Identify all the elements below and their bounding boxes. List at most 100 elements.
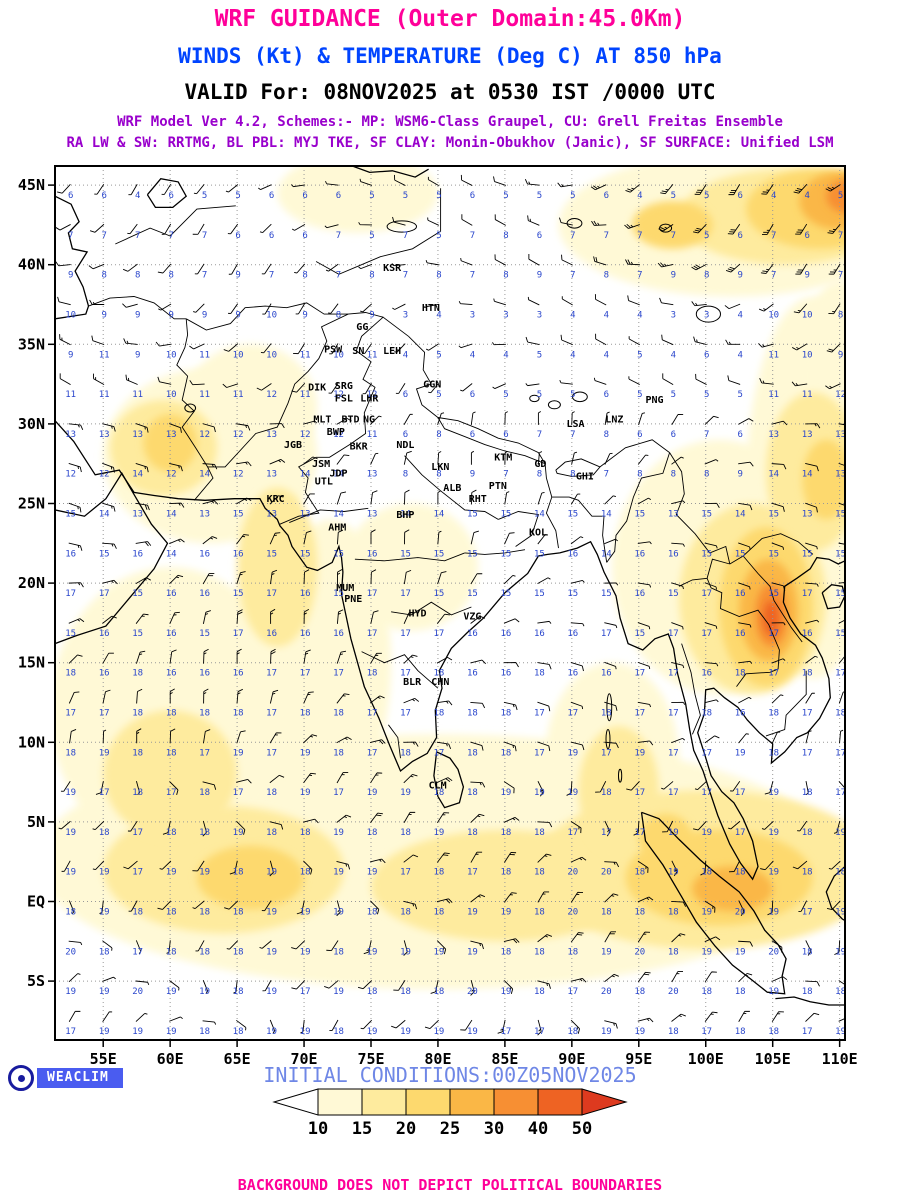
svg-text:18: 18 xyxy=(701,987,712,997)
colorbar: 10 15 20 25 30 40 50 xyxy=(272,1088,628,1137)
svg-text:17: 17 xyxy=(835,788,846,798)
map-frame xyxy=(54,165,846,1041)
svg-text:17: 17 xyxy=(367,589,378,599)
svg-text:17: 17 xyxy=(400,629,411,639)
svg-text:9: 9 xyxy=(470,470,475,480)
svg-text:17: 17 xyxy=(634,828,645,838)
svg-text:13: 13 xyxy=(132,430,143,440)
svg-text:9: 9 xyxy=(235,271,240,281)
svg-text:18: 18 xyxy=(433,868,444,878)
svg-text:19: 19 xyxy=(266,947,277,957)
model-schemes-line-2: RA LW & SW: RRTMG, BL PBL: MYJ TKE, SF C… xyxy=(66,135,834,151)
svg-text:16: 16 xyxy=(467,669,478,679)
svg-text:17: 17 xyxy=(701,629,712,639)
svg-text:17: 17 xyxy=(65,709,76,719)
svg-text:17: 17 xyxy=(233,788,244,798)
svg-text:18: 18 xyxy=(467,828,478,838)
svg-text:5: 5 xyxy=(671,390,676,400)
initial-conditions-text: INITIAL CONDITIONS:00Z05NOV2025 xyxy=(263,1063,637,1087)
svg-text:GD: GD xyxy=(534,459,546,470)
svg-text:JSM: JSM xyxy=(312,459,330,470)
svg-text:17: 17 xyxy=(668,669,679,679)
svg-text:17: 17 xyxy=(534,709,545,719)
svg-text:7: 7 xyxy=(838,231,843,241)
svg-text:GG: GG xyxy=(356,322,368,333)
svg-text:7: 7 xyxy=(135,231,140,241)
svg-text:10N: 10N xyxy=(18,733,45,751)
svg-text:16: 16 xyxy=(199,589,210,599)
svg-text:17: 17 xyxy=(802,908,813,918)
svg-text:11: 11 xyxy=(367,430,378,440)
svg-text:19: 19 xyxy=(835,908,846,918)
svg-text:18: 18 xyxy=(433,908,444,918)
svg-text:18: 18 xyxy=(735,987,746,997)
svg-text:8: 8 xyxy=(101,271,106,281)
svg-text:17: 17 xyxy=(835,748,846,758)
svg-text:18: 18 xyxy=(668,947,679,957)
svg-text:20: 20 xyxy=(65,947,76,957)
svg-text:15: 15 xyxy=(433,549,444,559)
svg-text:18: 18 xyxy=(65,908,76,918)
svg-text:14: 14 xyxy=(601,549,612,559)
svg-text:40: 40 xyxy=(528,1119,548,1137)
svg-text:17: 17 xyxy=(701,748,712,758)
svg-text:18: 18 xyxy=(400,908,411,918)
svg-text:4: 4 xyxy=(637,191,642,201)
svg-text:7: 7 xyxy=(838,271,843,281)
svg-text:17: 17 xyxy=(735,828,746,838)
model-schemes-line-1: WRF Model Ver 4.2, Schemes:- MP: WSM6-Cl… xyxy=(117,114,783,130)
lakes-islands xyxy=(184,218,722,783)
svg-text:17: 17 xyxy=(400,868,411,878)
svg-text:55E: 55E xyxy=(90,1050,117,1068)
svg-text:7: 7 xyxy=(202,271,207,281)
svg-text:HTN: HTN xyxy=(422,303,440,314)
svg-text:5: 5 xyxy=(838,191,843,201)
svg-text:9: 9 xyxy=(235,311,240,321)
svg-text:15: 15 xyxy=(735,549,746,559)
svg-text:18: 18 xyxy=(333,709,344,719)
svg-text:16: 16 xyxy=(233,549,244,559)
svg-text:4: 4 xyxy=(570,311,575,321)
svg-text:18: 18 xyxy=(233,908,244,918)
svg-text:8: 8 xyxy=(168,271,173,281)
svg-text:13: 13 xyxy=(300,510,311,520)
svg-text:12: 12 xyxy=(367,390,378,400)
svg-text:8: 8 xyxy=(135,271,140,281)
svg-text:18: 18 xyxy=(199,1027,210,1037)
svg-text:5: 5 xyxy=(671,191,676,201)
svg-text:19: 19 xyxy=(500,908,511,918)
svg-text:17: 17 xyxy=(567,987,578,997)
svg-text:5: 5 xyxy=(202,191,207,201)
svg-text:7: 7 xyxy=(403,271,408,281)
svg-text:14: 14 xyxy=(400,510,411,520)
svg-text:8: 8 xyxy=(436,271,441,281)
svg-text:18: 18 xyxy=(768,748,779,758)
svg-text:12: 12 xyxy=(99,470,110,480)
svg-text:20: 20 xyxy=(567,908,578,918)
svg-text:19: 19 xyxy=(199,987,210,997)
svg-text:9: 9 xyxy=(804,271,809,281)
svg-text:8: 8 xyxy=(671,470,676,480)
svg-text:EQ: EQ xyxy=(27,892,45,910)
svg-text:MUM: MUM xyxy=(336,583,354,594)
svg-text:7: 7 xyxy=(403,231,408,241)
svg-text:11: 11 xyxy=(199,350,210,360)
svg-text:10: 10 xyxy=(308,1119,328,1137)
svg-text:7: 7 xyxy=(704,430,709,440)
svg-text:19: 19 xyxy=(266,987,277,997)
svg-text:16: 16 xyxy=(99,629,110,639)
svg-text:18: 18 xyxy=(266,828,277,838)
svg-text:13: 13 xyxy=(132,510,143,520)
svg-text:11: 11 xyxy=(768,390,779,400)
svg-text:19: 19 xyxy=(400,788,411,798)
svg-text:17: 17 xyxy=(668,709,679,719)
svg-text:19: 19 xyxy=(467,908,478,918)
svg-text:VZG: VZG xyxy=(463,612,481,623)
svg-text:18: 18 xyxy=(199,908,210,918)
svg-text:17: 17 xyxy=(701,1027,712,1037)
svg-text:3: 3 xyxy=(403,311,408,321)
svg-text:7: 7 xyxy=(336,231,341,241)
svg-text:18: 18 xyxy=(333,947,344,957)
colorbar-wrapper: 10 15 20 25 30 40 50 xyxy=(0,1087,900,1137)
svg-text:19: 19 xyxy=(367,788,378,798)
